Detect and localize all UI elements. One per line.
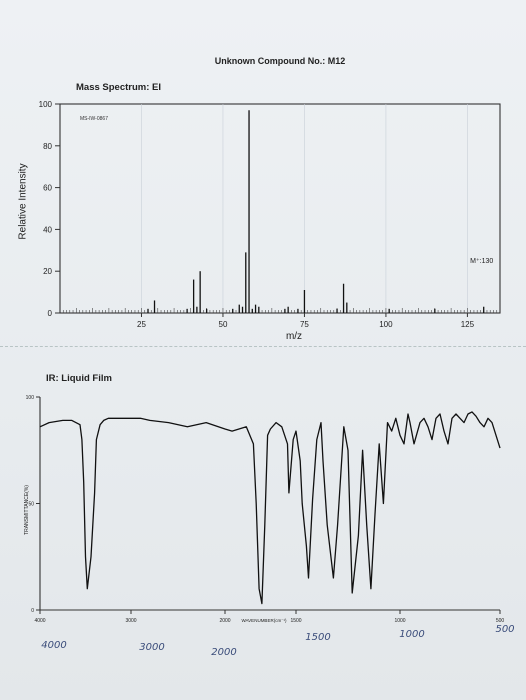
ir-handwritten-note: 2000 xyxy=(211,647,236,658)
ms-x-tick-label: 125 xyxy=(461,320,475,329)
ir-x-axis-label: WAVENUMBER(cm⁻¹) xyxy=(241,618,287,623)
ms-y-tick-label: 0 xyxy=(48,309,53,318)
ms-x-axis-label: m/z xyxy=(286,331,302,342)
ir-x-tick-label: 2000 xyxy=(219,618,230,624)
ms-x-tick-label: 100 xyxy=(379,320,393,329)
ir-x-tick-label: 1500 xyxy=(290,618,301,624)
ir-handwritten-note: 500 xyxy=(495,624,514,635)
ir-handwritten-note: 3000 xyxy=(139,642,164,653)
ms-sample-code: MS-IW-0867 xyxy=(80,116,108,122)
ir-x-tick-label: 1000 xyxy=(394,618,405,624)
ir-y-tick-label: 50 xyxy=(28,502,34,508)
ms-y-tick-label: 60 xyxy=(43,184,52,193)
ms-subtitle: Mass Spectrum: EI xyxy=(76,82,161,93)
ms-x-tick-label: 75 xyxy=(300,320,309,329)
section-divider xyxy=(0,346,526,347)
ir-spectrum-line xyxy=(39,411,501,605)
ir-y-tick-label: 100 xyxy=(26,395,35,401)
page-title: Unknown Compound No.: M12 xyxy=(214,56,346,66)
ms-molecular-ion-label: M⁺:130 xyxy=(470,258,493,265)
ir-handwritten-note: 4000 xyxy=(41,640,66,651)
ir-y-tick-label: 0 xyxy=(31,608,34,614)
ms-y-tick-label: 80 xyxy=(43,142,52,151)
ir-x-tick-label: 4000 xyxy=(34,618,45,624)
ms-y-tick-label: 100 xyxy=(39,100,53,109)
ir-handwritten-note: 1000 xyxy=(399,629,424,640)
ir-x-tick-label: 3000 xyxy=(125,618,136,624)
ir-y-axis-label: TRANSMITTANCE(%) xyxy=(24,485,30,535)
ms-plot-frame xyxy=(59,103,501,314)
ms-y-tick-label: 20 xyxy=(43,267,52,276)
ir-handwritten-note: 1500 xyxy=(305,632,330,643)
ms-x-tick-label: 25 xyxy=(137,320,146,329)
ir-x-tick-label: 500 xyxy=(496,618,505,624)
ir-subtitle: IR: Liquid Film xyxy=(46,373,112,384)
ms-y-tick-label: 40 xyxy=(43,225,52,234)
ms-x-tick-label: 50 xyxy=(219,320,228,329)
